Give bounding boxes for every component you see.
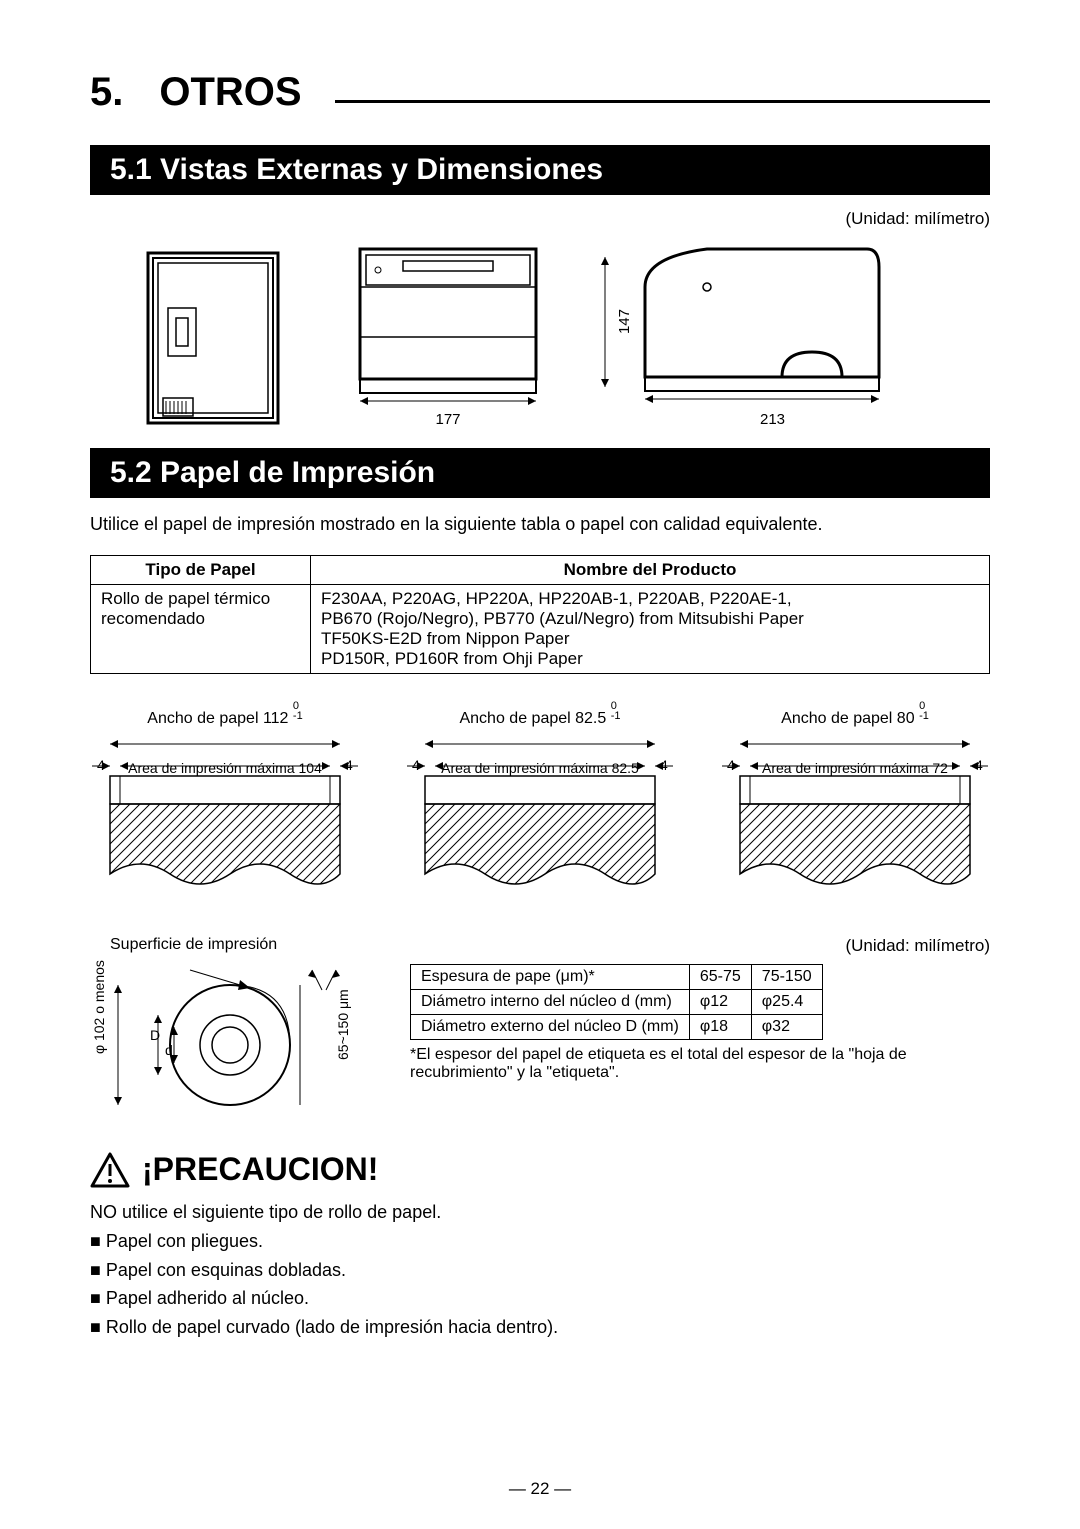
page-number: — 22 —: [0, 1479, 1080, 1499]
unit-label-1: (Unidad: milímetro): [90, 209, 990, 229]
paper-type-cell: Rollo de papel térmico recomendado: [91, 585, 311, 674]
paper-products-cell: F230AA, P220AG, HP220A, HP220AB-1, P220A…: [311, 585, 990, 674]
caution-list: NO utilice el siguiente tipo de rollo de…: [90, 1198, 990, 1342]
printer-top-view: [128, 248, 298, 428]
paper-table-h2: Nombre del Producto: [311, 556, 990, 585]
printer-views: 177 147 213: [90, 237, 990, 428]
paper-table: Tipo de Papel Nombre del Producto Rollo …: [90, 555, 990, 674]
dim-width: 177: [435, 411, 460, 428]
surface-label: Superficie de impresión: [90, 936, 370, 954]
section-5-2: 5.2 Papel de Impresión: [90, 448, 990, 498]
paper-width-diagrams: Ancho de papel 112 0-1 44 Area de impres…: [90, 702, 990, 912]
paper-table-h1: Tipo de Papel: [91, 556, 311, 585]
chapter-rule: [335, 100, 990, 103]
printer-side-view: [637, 237, 887, 407]
paper-width-3: Ancho de papel 80 0-1 44 Area de impresi…: [720, 702, 990, 912]
svg-text:D: D: [150, 1027, 160, 1043]
unit-label-2: (Unidad: milímetro): [410, 936, 990, 956]
caution-item: Papel adherido al núcleo.: [90, 1284, 990, 1313]
dim-depth: 213: [760, 411, 785, 428]
intro-text: Utilice el papel de impresión mostrado e…: [90, 512, 990, 537]
dim-height: 147: [616, 309, 633, 334]
svg-text:65~150 μm: 65~150 μm: [335, 989, 351, 1060]
svg-text:φ 102 o menos: φ 102 o menos: [91, 960, 107, 1054]
caution-intro: NO utilice el siguiente tipo de rollo de…: [90, 1198, 990, 1227]
roll-diagram-block: Superficie de impresión φ 102 o menos D …: [90, 936, 370, 1125]
warning-icon: [90, 1152, 130, 1188]
chapter-title: OTROS: [159, 70, 321, 115]
chapter-number: 5.: [90, 70, 143, 115]
caution-item: Papel con pliegues.: [90, 1227, 990, 1256]
printer-front-view: [348, 237, 548, 407]
caution-header: ¡PRECAUCION!: [90, 1151, 990, 1188]
paper-width-1: Ancho de papel 112 0-1 44 Area de impres…: [90, 702, 360, 912]
caution-title: ¡PRECAUCION!: [142, 1151, 378, 1188]
paper-width-2: Ancho de papel 82.5 0-1 44 Area de impre…: [405, 702, 675, 912]
section-5-1: 5.1 Vistas Externas y Dimensiones: [90, 145, 990, 195]
dim-height-arrow: [598, 252, 612, 392]
spec-table: Espesura de pape (μm)*65-7575-150 Diámet…: [410, 964, 823, 1040]
caution-item: Papel con esquinas dobladas.: [90, 1256, 990, 1285]
spec-block: (Unidad: milímetro) Espesura de pape (μm…: [410, 936, 990, 1082]
roll-diagram: φ 102 o menos D d 65~150 μm: [90, 960, 370, 1120]
spec-footnote: *El espesor del papel de etiqueta es el …: [410, 1046, 990, 1082]
caution-item: Rollo de papel curvado (lado de impresió…: [90, 1313, 990, 1342]
